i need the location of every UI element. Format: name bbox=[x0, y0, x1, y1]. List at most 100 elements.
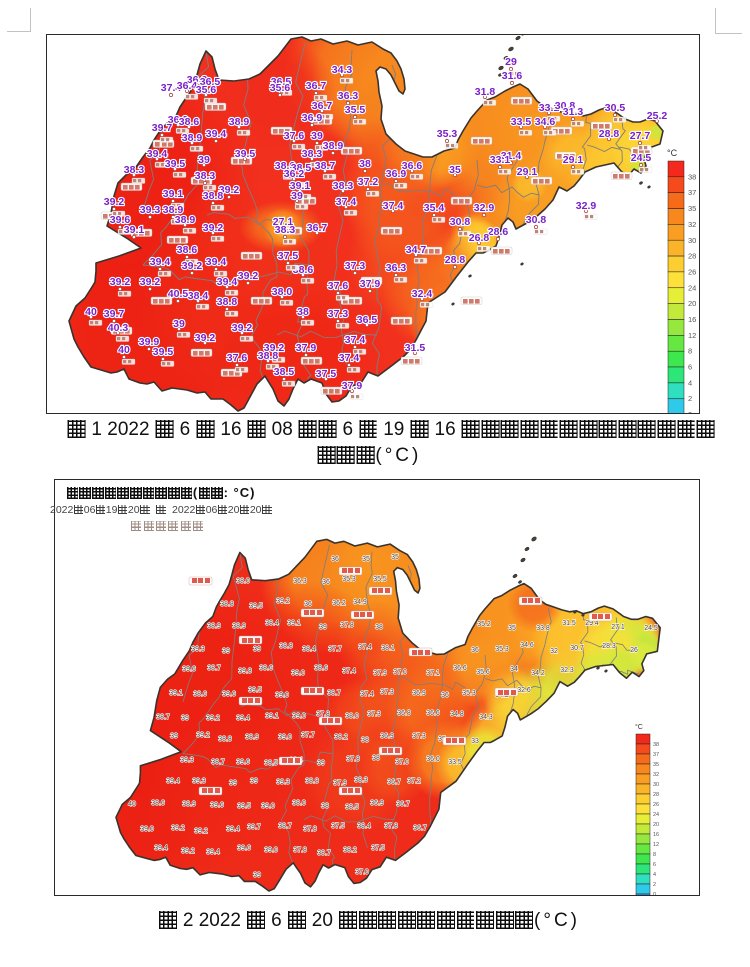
svg-text:36.7: 36.7 bbox=[307, 222, 328, 234]
svg-text:38.9: 38.9 bbox=[182, 801, 196, 808]
svg-text:38.2: 38.2 bbox=[334, 734, 348, 741]
svg-text:36.6: 36.6 bbox=[426, 710, 440, 717]
svg-text:37.5: 37.5 bbox=[371, 845, 385, 852]
svg-text:33.1: 33.1 bbox=[490, 154, 511, 166]
svg-text:38.6: 38.6 bbox=[275, 160, 296, 172]
svg-text:35.3: 35.3 bbox=[495, 646, 509, 653]
svg-text:30.8: 30.8 bbox=[526, 214, 547, 226]
svg-text:38: 38 bbox=[361, 737, 369, 744]
svg-text:29.1: 29.1 bbox=[517, 166, 538, 178]
svg-text:37.9: 37.9 bbox=[342, 380, 363, 392]
svg-text:38.7: 38.7 bbox=[207, 665, 221, 672]
svg-text:38.5: 38.5 bbox=[264, 760, 278, 767]
svg-text:39.5: 39.5 bbox=[249, 603, 263, 610]
svg-text:38.6: 38.6 bbox=[314, 665, 328, 672]
svg-text:6: 6 bbox=[688, 363, 692, 372]
svg-text:31.5: 31.5 bbox=[562, 620, 576, 627]
svg-text:39.0: 39.0 bbox=[278, 734, 292, 741]
svg-text:38.3: 38.3 bbox=[333, 180, 354, 192]
svg-text:34: 34 bbox=[510, 666, 518, 673]
svg-text:37: 37 bbox=[688, 188, 696, 197]
svg-text:39.1: 39.1 bbox=[287, 620, 301, 627]
svg-text:37.8: 37.8 bbox=[316, 711, 330, 718]
svg-text:°C: °C bbox=[635, 723, 643, 731]
svg-text:39: 39 bbox=[173, 318, 185, 330]
svg-text:31.6: 31.6 bbox=[502, 70, 523, 82]
svg-text:8: 8 bbox=[688, 347, 692, 356]
svg-text:27.1: 27.1 bbox=[611, 624, 625, 631]
svg-text:38.3: 38.3 bbox=[275, 224, 296, 236]
svg-text:16: 16 bbox=[653, 832, 659, 838]
svg-text:39.2: 39.2 bbox=[194, 828, 208, 835]
svg-text:36.7: 36.7 bbox=[312, 100, 333, 112]
svg-text:34.7: 34.7 bbox=[406, 244, 427, 256]
svg-text:32: 32 bbox=[550, 648, 558, 655]
svg-text:39.4: 39.4 bbox=[166, 778, 180, 785]
svg-text:38.3: 38.3 bbox=[302, 148, 323, 160]
svg-text:39.6: 39.6 bbox=[210, 802, 224, 809]
svg-text:35: 35 bbox=[449, 164, 461, 176]
svg-text:39.4: 39.4 bbox=[154, 845, 168, 852]
svg-text:35: 35 bbox=[508, 625, 516, 632]
svg-text:40.5: 40.5 bbox=[168, 288, 189, 300]
svg-text:35: 35 bbox=[688, 204, 696, 213]
svg-text:30: 30 bbox=[688, 236, 696, 245]
svg-text:39.2: 39.2 bbox=[140, 276, 161, 288]
svg-text:40: 40 bbox=[128, 801, 136, 808]
svg-text:39.5: 39.5 bbox=[248, 687, 262, 694]
svg-text:35.3: 35.3 bbox=[437, 128, 458, 140]
svg-text:39.3: 39.3 bbox=[192, 778, 206, 785]
svg-text:38.9: 38.9 bbox=[163, 204, 184, 216]
svg-text:37.5: 37.5 bbox=[316, 368, 337, 380]
svg-text:39.2: 39.2 bbox=[196, 732, 210, 739]
svg-text:36.9: 36.9 bbox=[168, 114, 189, 126]
svg-text:28.8: 28.8 bbox=[599, 128, 620, 140]
svg-text:29.4: 29.4 bbox=[585, 620, 599, 627]
svg-text:34.9: 34.9 bbox=[353, 599, 367, 606]
svg-text:37.1: 37.1 bbox=[426, 670, 440, 677]
svg-text:26.8: 26.8 bbox=[469, 232, 490, 244]
svg-text:38.9: 38.9 bbox=[175, 214, 196, 226]
svg-text:34.6: 34.6 bbox=[520, 642, 534, 649]
svg-text:36.9: 36.9 bbox=[302, 112, 323, 124]
svg-text:37.8: 37.8 bbox=[346, 756, 360, 763]
svg-text:35.6: 35.6 bbox=[476, 669, 490, 676]
svg-text:35: 35 bbox=[391, 554, 399, 561]
svg-text:39.7: 39.7 bbox=[247, 824, 261, 831]
svg-text:38.8: 38.8 bbox=[217, 296, 238, 308]
svg-text:28: 28 bbox=[688, 252, 696, 261]
svg-text:20: 20 bbox=[653, 822, 659, 828]
svg-text:38.9: 38.9 bbox=[207, 623, 221, 630]
svg-text:38: 38 bbox=[653, 742, 659, 748]
svg-text:36: 36 bbox=[471, 647, 479, 654]
svg-text:39.1: 39.1 bbox=[163, 188, 184, 200]
svg-text:37.5: 37.5 bbox=[331, 823, 345, 830]
svg-text:38.7: 38.7 bbox=[317, 850, 331, 857]
svg-text:37.0: 37.0 bbox=[393, 669, 407, 676]
svg-text:35: 35 bbox=[438, 736, 446, 743]
svg-text:°C: °C bbox=[667, 148, 678, 158]
svg-text:31.3: 31.3 bbox=[563, 106, 584, 118]
svg-text:39.8: 39.8 bbox=[238, 668, 252, 675]
svg-text:35.6: 35.6 bbox=[270, 82, 291, 94]
svg-text:39.2: 39.2 bbox=[171, 825, 185, 832]
svg-text:38.5: 38.5 bbox=[291, 162, 312, 174]
svg-text:37.0: 37.0 bbox=[355, 869, 369, 876]
svg-text:39.1: 39.1 bbox=[124, 224, 145, 236]
svg-text:28.8: 28.8 bbox=[445, 254, 466, 266]
svg-text:35.3: 35.3 bbox=[462, 690, 476, 697]
svg-text:36.2: 36.2 bbox=[332, 600, 346, 607]
svg-text:38: 38 bbox=[688, 172, 696, 181]
svg-text:36.0: 36.0 bbox=[426, 756, 440, 763]
svg-text:38.3: 38.3 bbox=[195, 170, 216, 182]
svg-text:38.5: 38.5 bbox=[345, 804, 359, 811]
svg-text:37: 37 bbox=[653, 752, 659, 758]
svg-text:32.9: 32.9 bbox=[576, 200, 597, 212]
svg-text:38.0: 38.0 bbox=[292, 800, 306, 807]
svg-text:35: 35 bbox=[653, 762, 659, 768]
svg-text:38.9: 38.9 bbox=[245, 734, 259, 741]
svg-text:38.6: 38.6 bbox=[179, 116, 200, 128]
svg-text:16: 16 bbox=[688, 315, 696, 324]
svg-text:37.7: 37.7 bbox=[328, 646, 342, 653]
svg-text:35.6: 35.6 bbox=[196, 84, 217, 96]
